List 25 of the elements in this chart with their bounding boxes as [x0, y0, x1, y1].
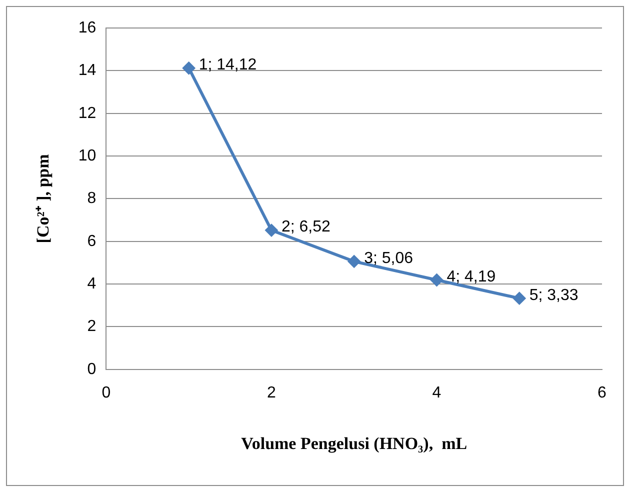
y-tick-label: 10: [78, 147, 96, 164]
y-axis-title: [Co²⁺ ], ppm: [34, 154, 53, 244]
y-tick-label: 12: [78, 104, 96, 122]
point: [348, 254, 361, 268]
y-tick-label: 14: [78, 62, 96, 80]
data-label: 3; 5,06: [364, 250, 414, 267]
y-tick-label: 6: [87, 232, 96, 250]
data-label: 4; 4,19: [446, 268, 496, 286]
point: [182, 62, 196, 75]
data-label: 2; 6,52: [281, 218, 330, 236]
point: [430, 273, 444, 286]
point: [264, 224, 278, 237]
x-tick-label: 2: [267, 384, 276, 402]
y-tick-label: 8: [87, 190, 96, 208]
x-axis-title: Volume Pengelusi (HNO₃), mL: [241, 434, 468, 454]
x-tick-label: 6: [598, 384, 607, 402]
x-tick-label: 4: [432, 384, 442, 402]
y-tick-label: 4: [87, 275, 96, 292]
y-tick-label: 2: [87, 318, 96, 336]
point: [512, 292, 526, 305]
y-tick-label: 16: [78, 19, 96, 36]
data-label: 5; 3,33: [529, 286, 578, 304]
x-tick-label: 0: [102, 384, 111, 402]
y-tick-label: 0: [87, 360, 96, 378]
data-label: 1; 14,12: [198, 56, 257, 74]
